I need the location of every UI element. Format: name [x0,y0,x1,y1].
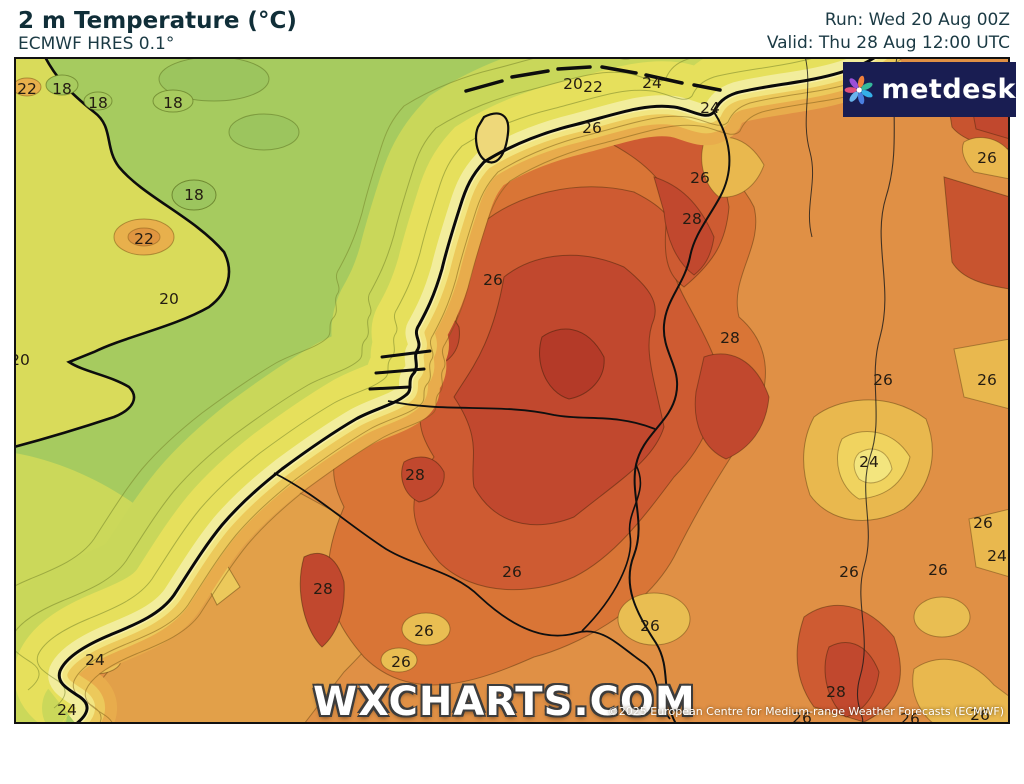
temp-label: 28 [313,580,333,598]
temp-label: 26 [839,563,859,581]
copyright-text: ©2025 European Centre for Medium-range W… [607,705,1004,718]
temp-label: 26 [900,710,920,724]
temp-label: 26 [970,706,990,724]
temp-label: 26 [792,709,812,724]
model-subtitle: ECMWF HRES 0.1° [18,34,175,54]
north-sea [14,57,876,724]
temp-label: 26 [414,622,434,640]
temp-label: 20 [563,75,583,93]
temp-label: 18 [52,80,72,98]
temp-label: 28 [405,466,425,484]
metdesk-logo: metdesk [843,62,1016,117]
logo-petal [849,91,859,102]
temp-label: 26 [582,119,602,137]
temp-label: 26 [640,617,660,635]
temp-label: 26 [977,371,997,389]
uk-land [14,57,231,449]
temperature-map: 22 18 18 18 18 22 20 20 20 22 24 24 26 26 28 26 26 28 26 26… [14,57,1016,725]
wadden-islands [464,65,722,93]
temp-label: 28 [826,683,846,701]
temp-label: 26 [928,561,948,579]
map-border [14,57,1010,724]
temp-label: 18 [163,94,183,112]
temp-label: 28 [682,210,702,228]
temp-label: 28 [720,329,740,347]
temp-label: 24 [642,74,662,92]
temp-label: 26 [690,169,710,187]
ijsselmeer [475,112,510,164]
temp-label: 22 [583,78,603,96]
logo-petal [861,82,873,90]
temp-label: 22 [134,230,154,248]
temp-label: 24 [700,99,720,117]
temp-label: 24 [57,701,77,719]
metdesk-star-icon [844,75,873,104]
temp-label: 26 [502,563,522,581]
valid-time: Valid: Thu 28 Aug 12:00 UTC [766,33,1010,53]
temp-label: 26 [873,371,893,389]
temp-label: 26 [977,149,997,167]
wxcharts-watermark: WXCHARTS.COM [312,679,696,725]
temperature-colorbar: Min: 18 °C −50−40−30−20−1001020304050 Ma… [0,726,1024,784]
temp-label: 24 [85,651,105,669]
temp-label: 26 [973,514,993,532]
page-title: 2 m Temperature (°C) [18,8,297,34]
run-time: Run: Wed 20 Aug 00Z [824,10,1010,30]
metdesk-logo-text: metdesk [881,74,1016,105]
logo-petal [844,86,857,93]
temp-label: 24 [859,453,879,471]
temp-label: 20 [14,351,30,369]
temp-label: 22 [17,80,37,98]
logo-petal [857,75,865,88]
country-borders [273,111,731,724]
temp-label: 20 [159,290,179,308]
temp-label: 26 [483,271,503,289]
logo-petal [861,89,873,97]
temp-label: 24 [987,547,1007,565]
temp-label: 26 [391,653,411,671]
logo-petal [849,77,859,88]
temp-label: 18 [88,94,108,112]
temp-label: 18 [184,186,204,204]
logo-petal [857,91,865,104]
